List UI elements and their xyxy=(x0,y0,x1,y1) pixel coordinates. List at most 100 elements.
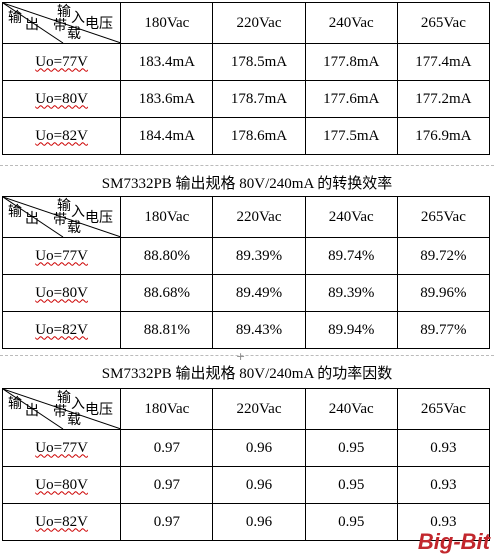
power-factor-table: 输 入 带 载 输 出 电压 180Vac 220Vac 240Vac 265V… xyxy=(1,388,491,541)
table-cell: 176.9mA xyxy=(396,117,491,155)
row-label: Uo=82V xyxy=(1,117,122,155)
corner-voltage: 电压 xyxy=(85,17,113,32)
col-header: 180Vac xyxy=(120,388,214,430)
col-header: 240Vac xyxy=(304,196,398,238)
table-row: Uo=82V 88.81% 89.43% 89.94% 89.77% xyxy=(1,311,491,349)
col-header: 220Vac xyxy=(212,388,306,430)
corner-load-2: 载 xyxy=(67,221,81,236)
table-cell: 183.4mA xyxy=(120,43,214,81)
table-row: Uo=80V 0.97 0.96 0.95 0.93 xyxy=(1,466,491,504)
table-cell: 177.5mA xyxy=(304,117,398,155)
corner-load-2: 载 xyxy=(67,27,81,42)
corner-out-2: 出 xyxy=(25,404,39,419)
table-row: Uo=82V 184.4mA 178.6mA 177.5mA 176.9mA xyxy=(1,117,491,155)
corner-voltage: 电压 xyxy=(85,211,113,226)
table-cell: 177.4mA xyxy=(396,43,491,81)
col-header: 220Vac xyxy=(212,2,306,44)
corner-voltage: 电压 xyxy=(85,403,113,418)
col-header: 265Vac xyxy=(396,196,491,238)
add-row-icon[interactable]: + xyxy=(236,350,246,363)
table-cell: 0.97 xyxy=(120,503,214,541)
table-cell: 89.39% xyxy=(212,237,306,275)
table-cell: 178.6mA xyxy=(212,117,306,155)
corner-out-2: 出 xyxy=(25,18,39,33)
table-cell: 89.74% xyxy=(304,237,398,275)
corner-in-2: 入 xyxy=(71,205,85,220)
corner-header-cell: 输 入 带 载 输 出 电压 xyxy=(1,2,122,44)
output-current-table: 输 入 带 载 输 出 电压 180Vac 220Vac 240Vac 265V… xyxy=(1,2,491,155)
table-cell: 88.80% xyxy=(120,237,214,275)
corner-in-2: 入 xyxy=(71,11,85,26)
table-row: Uo=77V 183.4mA 178.5mA 177.8mA 177.4mA xyxy=(1,43,491,81)
table-header-row: 输 入 带 载 输 出 电压 180Vac 220Vac 240Vac 265V… xyxy=(1,2,491,44)
diagonal-lines xyxy=(3,389,121,429)
row-label: Uo=82V xyxy=(1,311,122,349)
corner-load-1: 带 xyxy=(53,405,67,420)
table-row: Uo=77V 0.97 0.96 0.95 0.93 xyxy=(1,429,491,467)
table-cell: 184.4mA xyxy=(120,117,214,155)
row-label: Uo=80V xyxy=(1,80,122,118)
row-label: Uo=77V xyxy=(1,429,122,467)
corner-out-1: 输 xyxy=(8,205,22,220)
table-row: Uo=80V 88.68% 89.49% 89.39% 89.96% xyxy=(1,274,491,312)
table-cell: 0.93 xyxy=(396,466,491,504)
col-header: 240Vac xyxy=(304,388,398,430)
table-cell: 0.97 xyxy=(120,429,214,467)
col-header: 240Vac xyxy=(304,2,398,44)
table-cell: 0.96 xyxy=(212,466,306,504)
table-cell: 0.93 xyxy=(396,429,491,467)
corner-out-2: 出 xyxy=(25,212,39,227)
table-cell: 88.81% xyxy=(120,311,214,349)
corner-header-cell: 输 入 带 载 输 出 电压 xyxy=(1,196,122,238)
table-cell: 178.7mA xyxy=(212,80,306,118)
row-label: Uo=77V xyxy=(1,237,122,275)
table-cell: 0.95 xyxy=(304,503,398,541)
table-cell: 89.49% xyxy=(212,274,306,312)
table-cell: 0.95 xyxy=(304,466,398,504)
table-cell: 89.39% xyxy=(304,274,398,312)
col-header: 180Vac xyxy=(120,2,214,44)
corner-load-1: 带 xyxy=(53,19,67,34)
table-cell: 183.6mA xyxy=(120,80,214,118)
efficiency-caption: SM7332PB 输出规格 80V/240mA 的转换效率 xyxy=(101,176,393,192)
table-cell: 0.96 xyxy=(212,503,306,541)
table-cell: 177.2mA xyxy=(396,80,491,118)
corner-out-1: 输 xyxy=(8,397,22,412)
table-cell: 0.96 xyxy=(212,429,306,467)
table-row: Uo=77V 88.80% 89.39% 89.74% 89.72% xyxy=(1,237,491,275)
table-cell: 89.77% xyxy=(396,311,491,349)
corner-in-1: 输 xyxy=(57,199,71,214)
diagonal-lines xyxy=(3,3,121,43)
col-header: 265Vac xyxy=(396,388,491,430)
table-cell: 89.96% xyxy=(396,274,491,312)
row-label: Uo=80V xyxy=(1,274,122,312)
diagonal-lines xyxy=(3,197,121,237)
table-cell: 177.8mA xyxy=(304,43,398,81)
table-cell: 0.95 xyxy=(304,429,398,467)
col-header: 180Vac xyxy=(120,196,214,238)
corner-load-1: 带 xyxy=(53,213,67,228)
table-cell: 89.72% xyxy=(396,237,491,275)
page-separator xyxy=(0,355,494,356)
efficiency-table: 输 入 带 载 输 出 电压 180Vac 220Vac 240Vac 265V… xyxy=(1,196,491,349)
table-row: Uo=80V 183.6mA 178.7mA 177.6mA 177.2mA xyxy=(1,80,491,118)
table-row: Uo=82V 0.97 0.96 0.95 0.93 xyxy=(1,503,491,541)
table-cell: 89.43% xyxy=(212,311,306,349)
table-cell: 89.94% xyxy=(304,311,398,349)
page-separator xyxy=(0,165,494,166)
table-cell: 177.6mA xyxy=(304,80,398,118)
watermark-logo: Big-Bit xyxy=(417,529,490,554)
table-cell: 0.97 xyxy=(120,466,214,504)
table-cell: 178.5mA xyxy=(212,43,306,81)
table-header-row: 输 入 带 载 输 出 电压 180Vac 220Vac 240Vac 265V… xyxy=(1,388,491,430)
corner-in-1: 输 xyxy=(57,391,71,406)
corner-header-cell: 输 入 带 载 输 出 电压 xyxy=(1,388,122,430)
table-cell: 88.68% xyxy=(120,274,214,312)
row-label: Uo=77V xyxy=(1,43,122,81)
corner-out-1: 输 xyxy=(8,11,22,26)
table-cell: 0.93 xyxy=(396,503,491,541)
power-factor-caption: SM7332PB 输出规格 80V/240mA 的功率因数 xyxy=(101,366,393,382)
corner-load-2: 载 xyxy=(67,413,81,428)
row-label: Uo=80V xyxy=(1,466,122,504)
corner-in-1: 输 xyxy=(57,5,71,20)
